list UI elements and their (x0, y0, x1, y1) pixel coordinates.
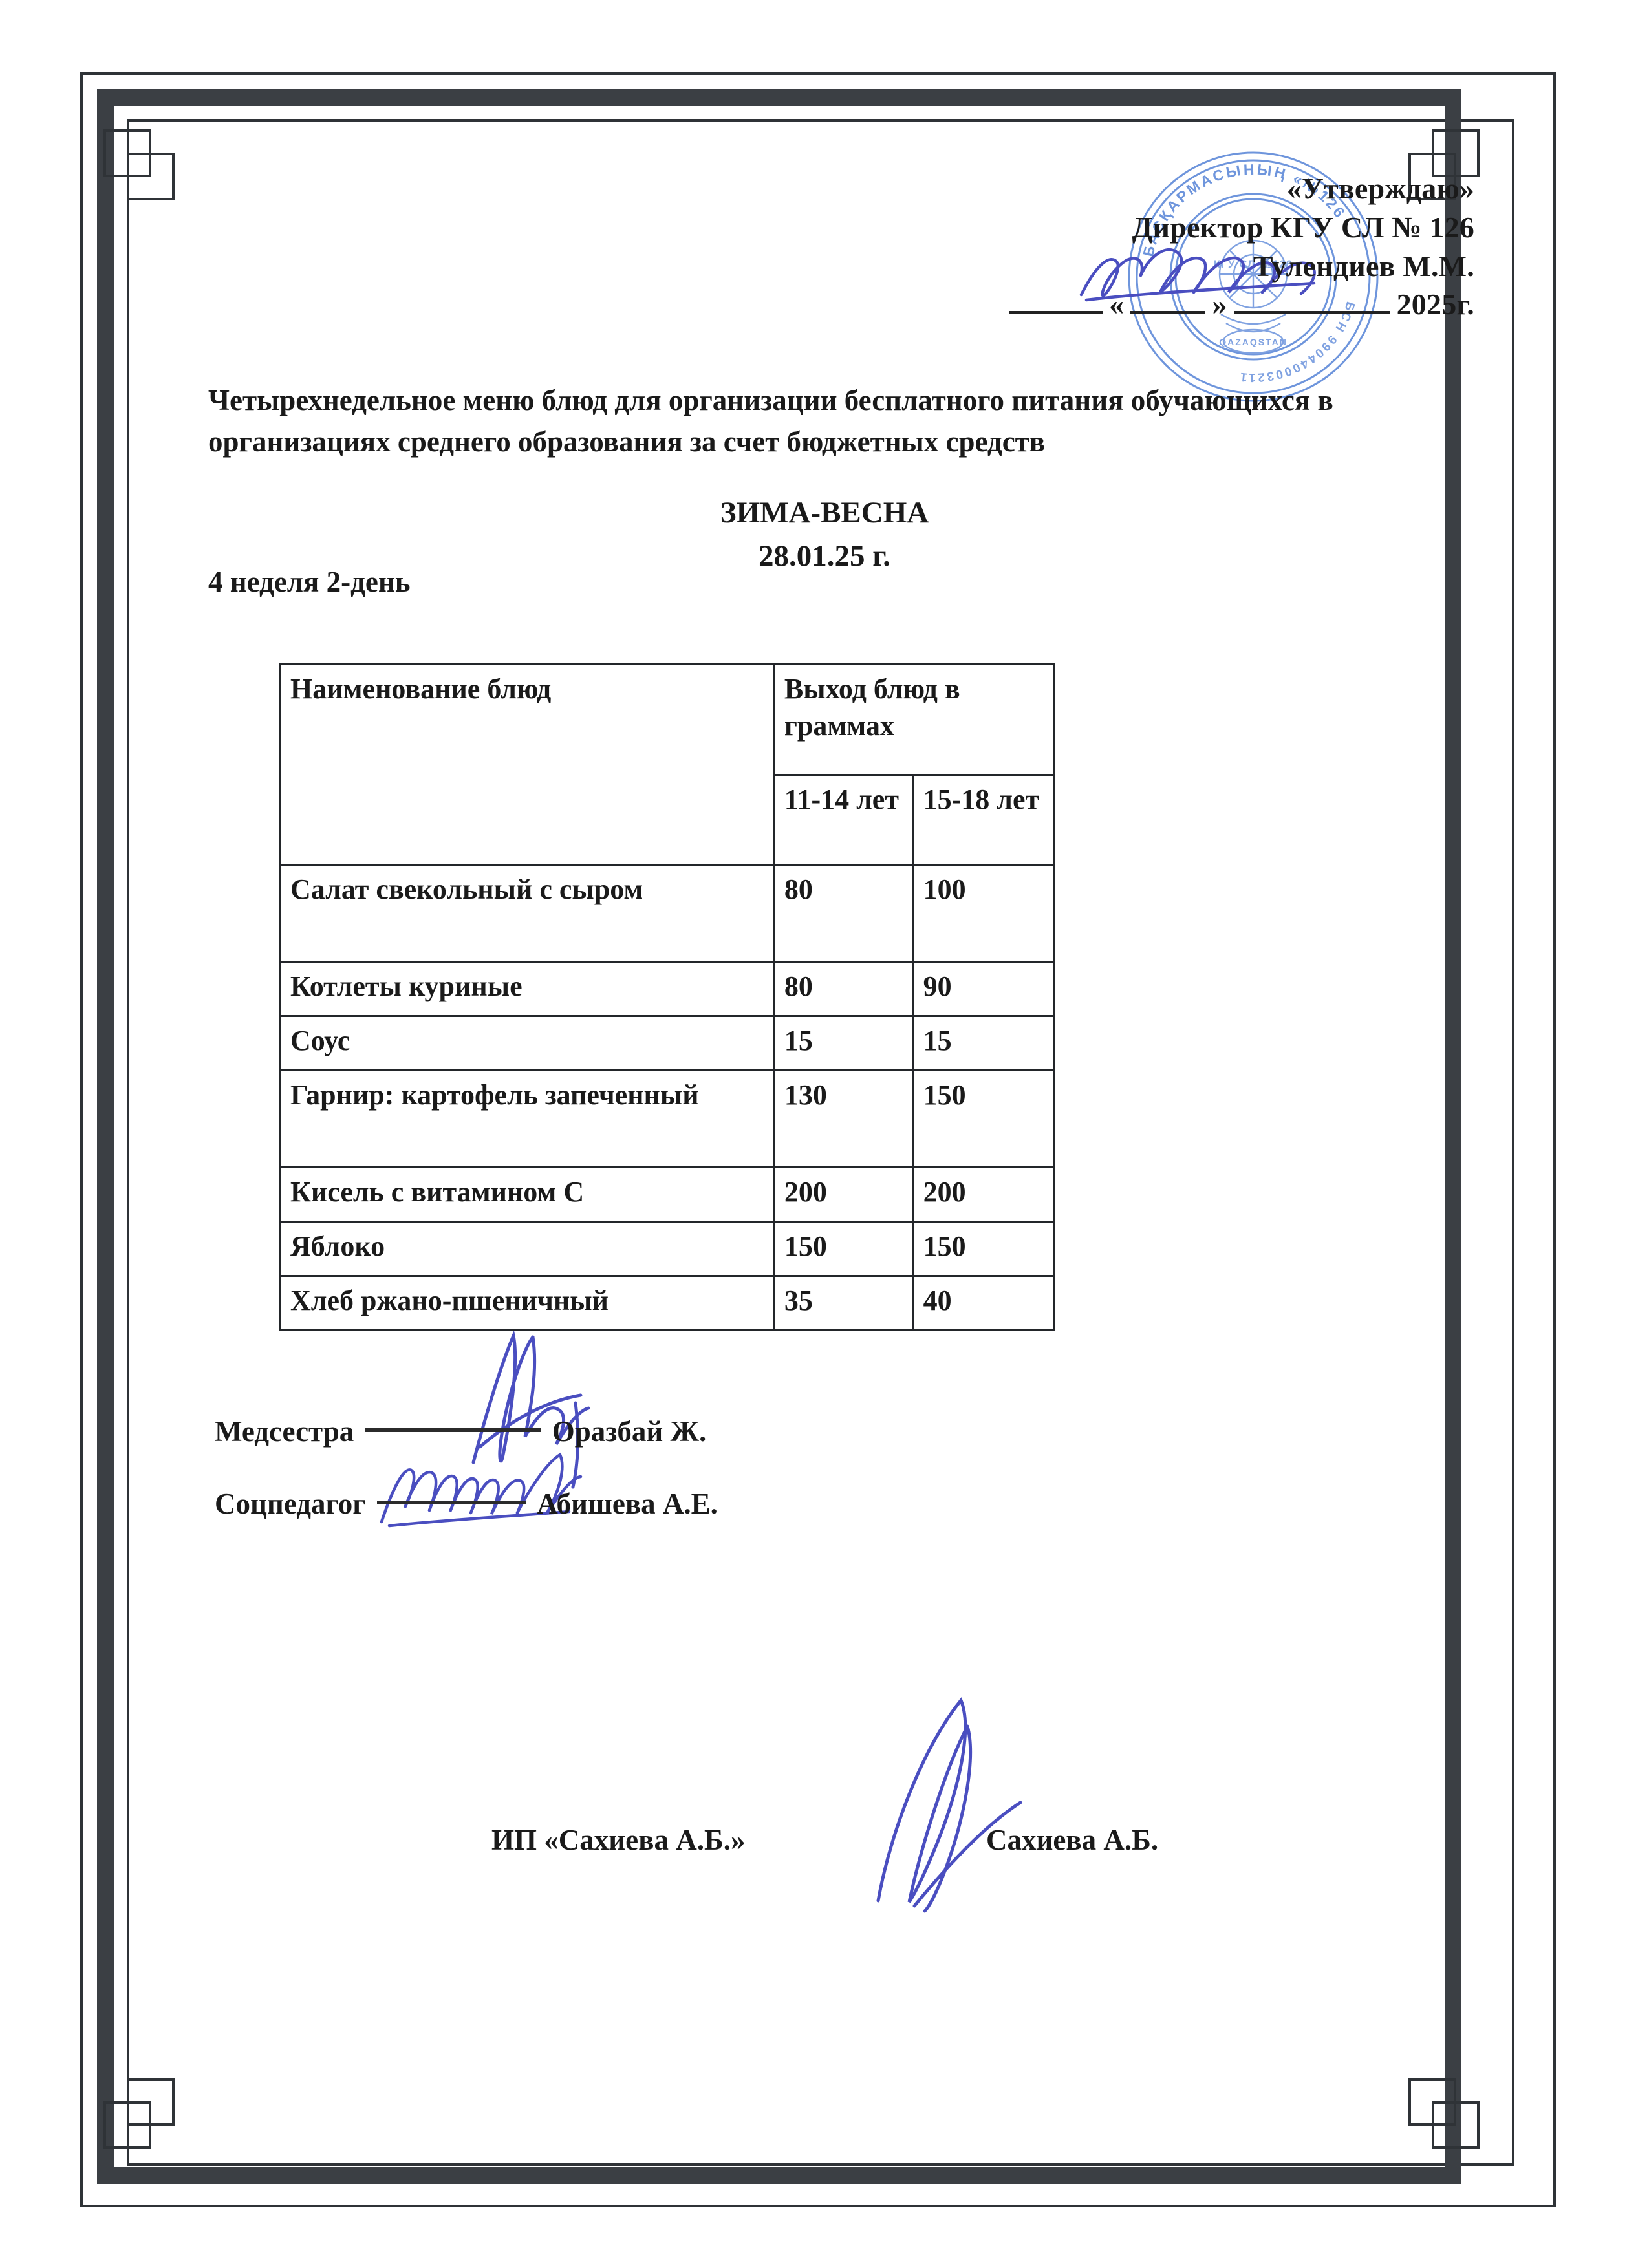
menu-table-body: Наименование блюд Выход блюд в граммах 1… (279, 663, 1056, 1331)
header-cell-dish-name: Наименование блюд (279, 663, 775, 866)
vendor-org-label: ИП «Сахиева А.Б.» (491, 1824, 746, 1856)
vendor-name-label: Сахиева А.Б. (986, 1824, 1159, 1856)
header-cell-age-11-14: 11-14 лет (773, 774, 914, 866)
approval-director-name: Тулендиев М.М. (1253, 249, 1474, 283)
cell-dish-name: Кисель с витамином С (279, 1166, 775, 1223)
cell-grams-11-14: 200 (773, 1166, 914, 1223)
approval-year: 2025г. (1396, 288, 1474, 321)
quote-open: « (1109, 288, 1125, 321)
date-rule-left (1008, 310, 1103, 315)
cell-grams-15-18: 100 (912, 864, 1056, 963)
table-row: Гарнир: картофель запеченный 130 150 (279, 1069, 1056, 1168)
nurse-name-label: Оразбай Ж. (552, 1415, 707, 1448)
socpedagog-signature-rule (377, 1500, 526, 1505)
approval-director-title: Директор КГУ СЛ № 126 (1132, 210, 1474, 244)
table-row: Соус 15 15 (279, 1015, 1056, 1071)
approval-block: «Утверждаю» Директор КГУ СЛ № 126 Туленд… (1008, 169, 1474, 324)
date-rule-day (1130, 310, 1206, 315)
official-round-stamp: БАСҚАРМАСЫНЫҢ «№126 БСН 990440003211 QAZ… (1128, 151, 1379, 402)
table-row: Салат свекольный с сыром 80 100 (279, 864, 1056, 963)
cell-grams-11-14: 80 (773, 864, 914, 963)
cell-dish-name: Яблоко (279, 1221, 775, 1277)
cell-grams-15-18: 150 (912, 1221, 1056, 1277)
season-block: ЗИМА-ВЕСНА 28.01.25 г. (0, 491, 1649, 577)
cell-dish-name: Хлеб ржано-пшеничный (279, 1275, 775, 1331)
signature-row-vendor: ИП «Сахиева А.Б.» Сахиева А.Б. (491, 1823, 1158, 1857)
cell-grams-11-14: 15 (773, 1015, 914, 1071)
table-header-row-2: 11-14 лет 15-18 лет (281, 774, 1056, 866)
cell-grams-15-18: 15 (912, 1015, 1056, 1071)
cell-grams-15-18: 150 (912, 1069, 1056, 1168)
cell-grams-11-14: 80 (773, 961, 914, 1017)
quote-close: » (1212, 288, 1227, 321)
menu-table: Наименование блюд Выход блюд в граммах 1… (279, 663, 1056, 1331)
cell-dish-name: Соус (279, 1015, 775, 1071)
nurse-signature-rule (365, 1428, 541, 1433)
stamp-country-text: QAZAQSTAN (1219, 337, 1288, 347)
season-name: ЗИМА-ВЕСНА (720, 496, 929, 530)
table-row: Яблоко 150 150 (279, 1221, 1056, 1277)
cell-dish-name: Салат свекольный с сыром (279, 864, 775, 963)
cell-grams-11-14: 35 (773, 1275, 914, 1331)
approval-word: «Утверждаю» (1286, 172, 1474, 205)
cell-grams-11-14: 130 (773, 1069, 914, 1168)
signature-row-nurse: Медсестра Оразбай Ж. (215, 1415, 706, 1448)
cell-grams-15-18: 90 (912, 961, 1056, 1017)
cell-dish-name: Гарнир: картофель запеченный (279, 1069, 775, 1168)
table-header-row-1: Наименование блюд Выход блюд в граммах (279, 663, 1056, 866)
approval-date-line: « » 2025г. (1008, 285, 1474, 324)
week-day-label: 4 неделя 2-день (208, 566, 411, 598)
header-cell-output: Выход блюд в граммах (773, 663, 1056, 776)
table-row: Кисель с витамином С 200 200 (279, 1166, 1056, 1223)
nurse-signature-ink (471, 1330, 590, 1489)
cell-grams-11-14: 150 (773, 1221, 914, 1277)
cell-grams-15-18: 200 (912, 1166, 1056, 1223)
season-date: 28.01.25 г. (758, 539, 891, 573)
socpedagog-role-label: Соцпедагог (215, 1488, 366, 1520)
cell-dish-name: Котлеты куриные (279, 961, 775, 1017)
document-title: Четырехнедельное меню блюд для организац… (208, 384, 1333, 458)
signature-row-socpedagog: Соцпедагог Абишева А.Е. (215, 1487, 718, 1521)
header-cell-age-15-18: 15-18 лет (912, 774, 1056, 866)
cell-grams-15-18: 40 (912, 1275, 1056, 1331)
table-row: Котлеты куриные 80 90 (279, 961, 1056, 1017)
table-row: Хлеб ржано-пшеничный 35 40 (279, 1275, 1056, 1331)
nurse-role-label: Медсестра (215, 1415, 354, 1448)
vendor-signature-ink (876, 1697, 1022, 1913)
socpedagog-name-label: Абишева А.Е. (537, 1488, 718, 1520)
date-rule-month (1233, 310, 1390, 315)
